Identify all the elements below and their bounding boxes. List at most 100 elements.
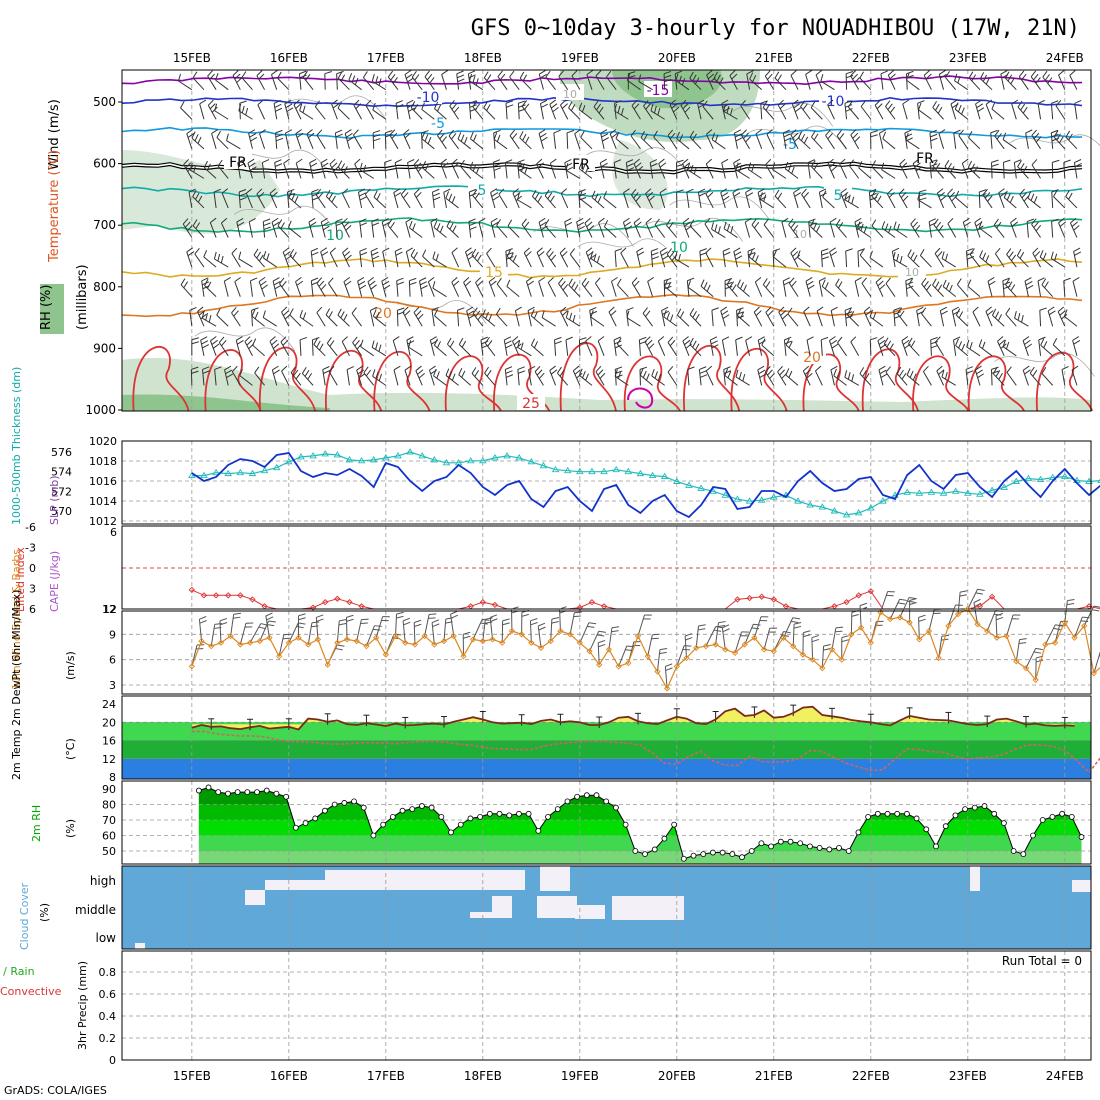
thickness-marker <box>309 452 317 459</box>
wind-barb-feather <box>603 191 607 199</box>
wind-barb <box>544 225 556 238</box>
wind-barb-feather <box>486 74 492 81</box>
wind-barb <box>1040 344 1054 357</box>
wind-barb-feather <box>654 218 660 226</box>
wind-barb <box>833 375 847 386</box>
wind-barb-feather <box>358 192 366 197</box>
wind-barb-feather <box>238 162 246 167</box>
wind-barb-feather <box>767 310 774 317</box>
wind-barb <box>189 310 193 327</box>
wind-barb-feather <box>648 195 655 202</box>
wind-barb-feather <box>226 373 233 379</box>
wind-speed-line <box>191 608 1100 690</box>
wind-barb <box>538 281 544 297</box>
wind-barb-feather <box>958 341 963 349</box>
wind-barb-feather <box>665 663 673 667</box>
wind-barb-feather <box>707 73 715 80</box>
wind-barb-feather <box>732 188 740 194</box>
wind-barb-feather <box>432 623 440 628</box>
wind-barb-feather <box>991 366 999 370</box>
wind-speed-marker <box>528 639 535 646</box>
wind-speed-marker <box>634 632 642 640</box>
wind-barb-feather <box>201 277 209 282</box>
rh-marker <box>234 789 241 795</box>
wind-barb <box>335 221 338 238</box>
wind-barb <box>530 315 544 327</box>
wind-barb-feather <box>888 225 892 233</box>
wind-barb <box>231 312 241 327</box>
wind-barb-feather <box>260 280 267 286</box>
wind-barb-feather <box>445 368 450 376</box>
wind-barb-feather <box>237 159 245 164</box>
wind-barb-feather <box>755 310 762 316</box>
wind-barb <box>525 281 532 297</box>
wind-barb-feather <box>1002 277 1010 282</box>
wind-barb-feather <box>723 104 726 112</box>
wind-barb-feather <box>733 247 741 252</box>
wind-barb <box>647 281 654 297</box>
wind-barb-feather <box>1021 192 1028 199</box>
wind-barb-feather <box>184 221 191 228</box>
wind-barb-feather <box>614 100 622 104</box>
wind-barb-feather <box>207 99 214 106</box>
wind-barb-feather <box>551 616 560 620</box>
rh-contour-line <box>584 147 686 172</box>
wind-barb-feather <box>248 129 256 134</box>
wind-barb-feather <box>468 218 476 223</box>
wind-barb-feather <box>291 193 296 201</box>
band-below-12 <box>122 758 1091 779</box>
thickness-marker <box>430 455 439 463</box>
wind-barb <box>584 222 593 238</box>
wind-barb-feather <box>945 253 949 261</box>
wind-barb-feather <box>283 158 290 164</box>
wind-barb-feather <box>684 339 691 346</box>
wind-barb <box>410 107 423 120</box>
wind-barb-feather <box>1002 132 1007 140</box>
wind-barb-feather <box>721 192 729 197</box>
wind-barb <box>1058 74 1066 90</box>
rh-marker <box>283 793 290 800</box>
wind-barb-feather <box>667 129 674 136</box>
wind-barb-feather <box>372 369 376 377</box>
wind-barb-feather <box>825 129 831 136</box>
wind-barb-feather <box>237 340 244 345</box>
wind-barb-feather <box>919 248 925 256</box>
wind-barb-feather <box>544 219 550 226</box>
wind-barb <box>827 104 835 120</box>
wind-barb <box>549 370 557 386</box>
wind-barb-feather <box>412 223 416 231</box>
wind-barb-feather <box>1074 163 1082 167</box>
wind-barb <box>194 253 205 268</box>
wind-barb <box>811 166 823 179</box>
wind-barb <box>434 344 447 357</box>
wind-barb <box>631 282 641 297</box>
wind-barb-feather <box>896 307 903 314</box>
wind-barb-feather <box>630 129 636 137</box>
thickness-marker <box>1061 472 1069 480</box>
wind-barb-feather <box>407 77 414 83</box>
rh-marker <box>535 827 542 834</box>
wind-barb-feather <box>961 107 965 115</box>
wind-barb-feather <box>424 163 430 171</box>
wind-barb <box>762 106 775 120</box>
wind-barb-feather <box>736 279 741 287</box>
wind-barb-feather <box>254 366 260 374</box>
wind-barb-feather <box>811 638 820 643</box>
wind-barb-feather <box>919 189 927 193</box>
wind-barb <box>923 75 932 90</box>
wind-barb-feather <box>436 371 440 379</box>
wind-barb <box>777 104 787 120</box>
wind-barb <box>192 225 205 238</box>
wind-barb <box>705 252 714 268</box>
wind-barb-feather <box>617 105 621 114</box>
wind-barb-feather <box>446 219 451 227</box>
wind-barb-feather <box>723 107 731 112</box>
wind-barb <box>885 371 896 386</box>
wind-barb-feather <box>273 99 281 104</box>
wind-barb-feather <box>1051 129 1059 134</box>
wind-barb-feather <box>860 606 868 611</box>
wind-barb-feather <box>256 70 263 77</box>
wind-barb-feather <box>565 222 573 227</box>
wind-barb-feather <box>966 370 974 374</box>
thickness-marker <box>466 456 475 464</box>
